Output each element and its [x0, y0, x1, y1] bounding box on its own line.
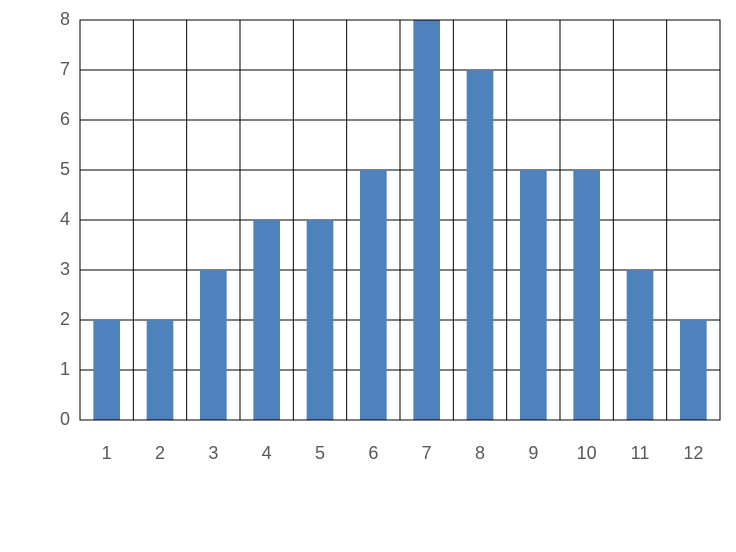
y-tick-label: 4	[60, 209, 70, 229]
x-tick-label: 5	[315, 443, 325, 463]
x-tick-label: 3	[208, 443, 218, 463]
bar	[627, 270, 654, 420]
y-tick-label: 5	[60, 159, 70, 179]
y-tick-label: 0	[60, 409, 70, 429]
y-tick-label: 3	[60, 259, 70, 279]
x-tick-label: 12	[683, 443, 703, 463]
bar	[307, 220, 334, 420]
bar	[200, 270, 227, 420]
x-tick-label: 10	[577, 443, 597, 463]
y-tick-label: 1	[60, 359, 70, 379]
x-tick-label: 1	[102, 443, 112, 463]
x-tick-label: 7	[422, 443, 432, 463]
x-tick-label: 9	[528, 443, 538, 463]
bar	[360, 170, 387, 420]
y-tick-label: 2	[60, 309, 70, 329]
x-tick-label: 6	[368, 443, 378, 463]
bar	[413, 20, 440, 420]
x-tick-label: 2	[155, 443, 165, 463]
x-tick-label: 8	[475, 443, 485, 463]
bar	[520, 170, 547, 420]
chart-svg: 012345678123456789101112	[0, 0, 736, 552]
y-tick-label: 6	[60, 109, 70, 129]
bar	[467, 70, 494, 420]
bar	[680, 320, 707, 420]
bar	[573, 170, 600, 420]
x-tick-label: 4	[262, 443, 272, 463]
bar	[147, 320, 174, 420]
bar-chart: 012345678123456789101112	[0, 0, 736, 552]
y-tick-label: 8	[60, 9, 70, 29]
y-tick-label: 7	[60, 59, 70, 79]
x-tick-label: 11	[631, 443, 650, 463]
bar	[93, 320, 120, 420]
bar	[253, 220, 280, 420]
